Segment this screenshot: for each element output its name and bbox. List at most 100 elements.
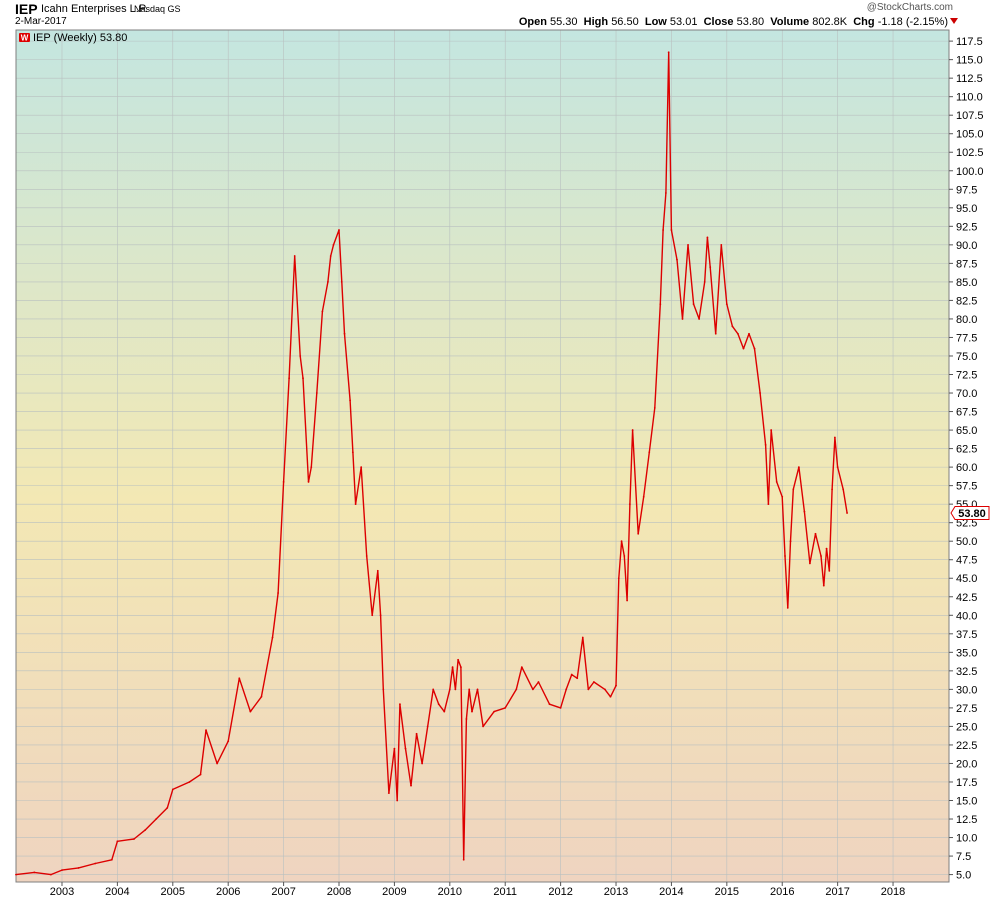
plot-frame — [15, 29, 950, 883]
open-label: Open — [518, 16, 547, 28]
change-label: Chg — [853, 16, 875, 28]
data-point — [784, 555, 786, 557]
data-point — [725, 303, 728, 306]
data-point — [748, 332, 750, 335]
data-point — [426, 725, 429, 728]
data-point — [116, 840, 119, 843]
data-point — [604, 688, 606, 691]
y-tick-label: 100.0 — [956, 166, 984, 178]
data-point — [338, 229, 340, 231]
data-point — [623, 555, 626, 557]
y-tick-label: 35.0 — [956, 647, 977, 659]
y-tick-label: 72.5 — [956, 370, 977, 382]
data-point — [448, 688, 451, 691]
data-point — [609, 695, 612, 698]
last-value-marker — [950, 506, 990, 521]
chart-date: 2-Mar-2017 — [15, 16, 67, 27]
data-point — [410, 784, 412, 787]
data-point — [349, 399, 351, 402]
weekly-icon-letter: W — [21, 34, 29, 43]
data-point — [144, 829, 146, 832]
y-tick-label: 107.5 — [956, 110, 984, 122]
data-point — [307, 481, 310, 483]
data-point — [667, 51, 670, 54]
data-point — [831, 488, 833, 491]
x-tick-label: 2013 — [604, 886, 628, 898]
data-point — [415, 732, 418, 735]
data-point — [371, 614, 374, 617]
data-point — [321, 310, 324, 313]
data-point — [249, 710, 252, 713]
chart-header: IEP Icahn Enterprises L.P. Nasdaq GS 2-M… — [0, 0, 1000, 30]
y-tick-label: 92.5 — [956, 221, 977, 233]
y-tick-label: 85.0 — [956, 277, 977, 289]
data-point — [548, 703, 551, 706]
data-point — [720, 243, 723, 246]
x-tick-label: 2006 — [216, 886, 240, 898]
x-tick-label: 2008 — [327, 886, 351, 898]
data-point — [340, 280, 343, 283]
data-point — [532, 688, 534, 691]
data-point — [617, 577, 620, 580]
data-point — [50, 873, 52, 876]
data-point — [33, 871, 36, 874]
data-point — [396, 799, 399, 802]
plot-area — [16, 30, 949, 882]
exchange-name: Nasdaq GS — [134, 4, 181, 14]
x-tick-label: 2007 — [271, 886, 295, 898]
x-tick-label: 2016 — [770, 886, 794, 898]
data-point — [681, 318, 684, 320]
y-tick-label: 95.0 — [956, 203, 977, 215]
y-tick-label: 37.5 — [956, 629, 977, 641]
x-tick-label: 2010 — [438, 886, 462, 898]
y-tick-label: 5.0 — [956, 870, 971, 882]
y-tick-label: 90.0 — [956, 240, 977, 252]
data-point — [653, 406, 656, 409]
data-point — [282, 481, 285, 483]
data-point — [293, 255, 296, 257]
data-point — [171, 788, 174, 791]
y-tick-label: 77.5 — [956, 332, 977, 344]
data-point — [462, 858, 465, 861]
data-point — [493, 710, 496, 713]
data-point — [354, 503, 357, 506]
data-point — [343, 332, 346, 335]
y-tick-label: 115.0 — [956, 55, 983, 67]
data-point — [576, 677, 579, 680]
data-point — [846, 512, 848, 514]
y-tick-label: 42.5 — [956, 592, 977, 604]
data-point — [77, 867, 80, 869]
y-tick-label: 17.5 — [956, 777, 977, 789]
ticker-symbol: IEP — [15, 1, 38, 17]
data-point — [205, 729, 207, 732]
data-point — [365, 555, 368, 557]
data-point — [615, 684, 617, 687]
data-point — [399, 703, 401, 706]
data-point — [687, 243, 689, 246]
data-point — [465, 718, 468, 720]
data-point — [842, 488, 845, 491]
data-point — [781, 495, 784, 498]
data-point — [110, 858, 113, 861]
x-tick-label: 2004 — [105, 886, 129, 898]
legend-label: IEP (Weekly) 53.80 — [33, 32, 127, 44]
last-value-tag: 53.80 — [950, 506, 990, 521]
data-point — [792, 488, 795, 491]
data-point — [648, 451, 651, 454]
data-point — [759, 392, 761, 394]
data-point — [620, 540, 623, 543]
y-tick-label: 57.5 — [956, 481, 977, 493]
data-point — [454, 688, 457, 691]
x-tick-label: 2018 — [881, 886, 905, 898]
data-point — [404, 747, 407, 750]
data-point — [332, 243, 335, 246]
data-point — [828, 569, 831, 572]
data-point — [387, 792, 390, 794]
x-tick-label: 2005 — [161, 886, 185, 898]
low-value: 53.01 — [669, 16, 698, 28]
data-point — [476, 688, 479, 691]
x-tick-label: 2003 — [50, 886, 74, 898]
data-point — [379, 614, 382, 617]
data-point — [432, 688, 435, 691]
y-tick-label: 32.5 — [956, 666, 977, 678]
